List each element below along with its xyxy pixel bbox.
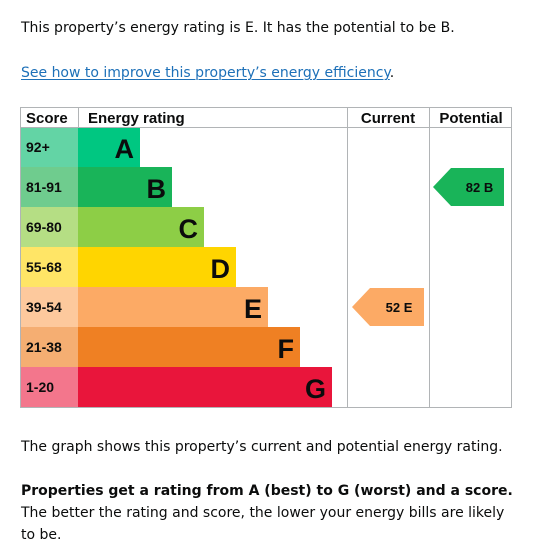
score-column-header: Score: [26, 110, 68, 127]
rating-explanation-rest: The better the rating and score, the low…: [21, 505, 505, 543]
improve-link-paragraph: See how to improve this property’s energ…: [21, 62, 394, 84]
rating-bar-f: [78, 327, 300, 367]
rating-letter-a: A: [115, 134, 135, 164]
score-range-a: 92+: [26, 139, 50, 155]
rating-bar-g: [78, 367, 332, 407]
rating-bar-c: [78, 207, 204, 247]
score-cell-c: [20, 207, 78, 247]
score-cell-g: [20, 367, 78, 407]
score-range-f: 21-38: [26, 339, 62, 355]
energy-rating-chart: 92+ A81-91 B69-80 C55-68 D39-54 E21-38 F1-20 G …: [20, 107, 512, 408]
score-range-d: 55-68: [26, 259, 62, 275]
potential-column-header: Potential: [439, 110, 502, 127]
score-range-c: 69-80: [26, 219, 62, 235]
current-rating-label: 52 E: [386, 300, 413, 315]
current-rating-arrow: [352, 288, 424, 326]
rating-letter-g: G: [305, 374, 326, 404]
improve-efficiency-link[interactable]: See how to improve this property’s energ…: [21, 65, 390, 81]
score-range-e: 39-54: [26, 299, 62, 315]
rating-explanation: Properties get a rating from A (best) to…: [21, 480, 521, 546]
score-cell-f: [20, 327, 78, 367]
graph-caption: The graph shows this property’s current …: [21, 439, 503, 455]
rating-letter-d: D: [211, 254, 231, 284]
rating-letter-c: C: [179, 214, 199, 244]
score-cell-e: [20, 287, 78, 327]
potential-rating-label: 82 B: [466, 180, 493, 195]
rating-letter-e: E: [244, 294, 262, 324]
rating-bar-b: [78, 167, 172, 207]
rating-summary: This property’s energy rating is E. It h…: [21, 20, 455, 36]
score-range-g: 1-20: [26, 379, 54, 395]
current-column-header: Current: [361, 110, 415, 127]
score-cell-a: [20, 127, 78, 167]
score-cell-d: [20, 247, 78, 287]
score-cell-b: [20, 167, 78, 207]
potential-rating-arrow: [433, 168, 504, 206]
rating-column-header: Energy rating: [88, 110, 185, 127]
rating-bar-e: [78, 287, 268, 327]
link-suffix: .: [389, 65, 395, 81]
rating-letter-b: B: [147, 174, 167, 204]
rating-explanation-bold: Properties get a rating from A (best) to…: [21, 483, 513, 499]
rating-letter-f: F: [278, 334, 295, 364]
rating-bar-a: [78, 127, 140, 167]
rating-bar-d: [78, 247, 236, 287]
score-range-b: 81-91: [26, 179, 62, 195]
